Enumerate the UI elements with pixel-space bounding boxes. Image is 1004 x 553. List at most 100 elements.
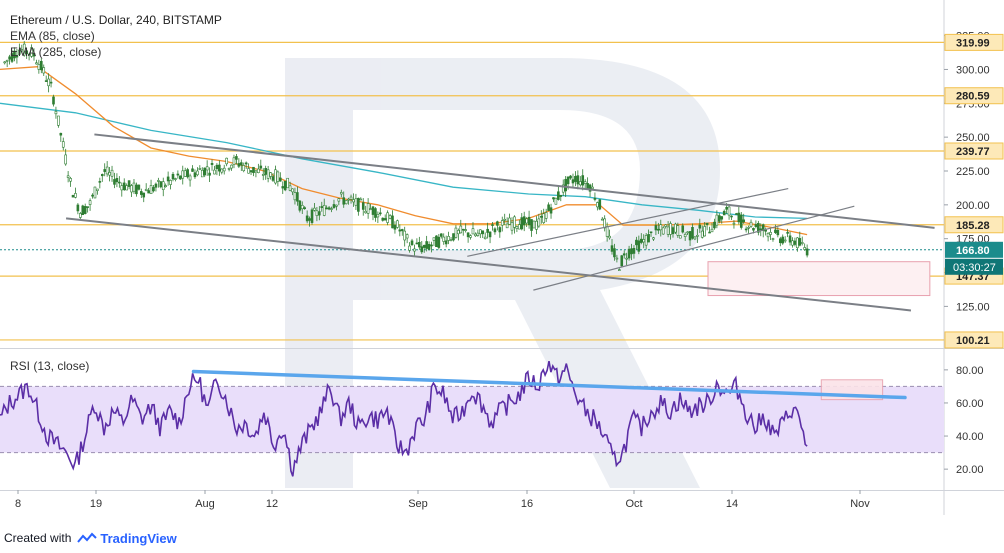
candle-body xyxy=(530,219,533,231)
candle-body xyxy=(505,223,509,229)
candle-body xyxy=(354,198,358,206)
candle-body xyxy=(149,185,153,194)
tradingview-icon xyxy=(77,532,98,543)
candle-body xyxy=(30,47,33,57)
candle-body xyxy=(64,154,67,165)
candle-body xyxy=(518,224,521,230)
candle-body xyxy=(466,232,470,238)
candle-body xyxy=(664,224,667,227)
candle-body xyxy=(593,197,597,200)
candle-body xyxy=(76,204,80,212)
rsi-title: RSI (13, close) xyxy=(10,359,90,373)
candle-body xyxy=(549,207,553,214)
candle-body xyxy=(747,227,750,229)
candle-body xyxy=(671,227,675,235)
candle-body xyxy=(352,199,355,203)
candle-body xyxy=(703,226,706,237)
candle-body xyxy=(547,204,550,211)
time-tick-label: Nov xyxy=(850,498,870,510)
price-tick-label: 125.00 xyxy=(956,301,990,313)
candle-body xyxy=(786,232,789,234)
candle-body xyxy=(369,208,372,210)
candle-body xyxy=(652,237,655,240)
candle-body xyxy=(420,246,424,253)
candle-body xyxy=(44,80,48,82)
candle-body xyxy=(571,179,575,184)
time-tick-label: 16 xyxy=(521,498,533,510)
candle-body xyxy=(359,198,363,201)
candle-body xyxy=(778,238,782,244)
candle-body xyxy=(637,240,641,252)
candle-body xyxy=(583,181,587,184)
candle-body xyxy=(366,203,370,214)
candle-body xyxy=(303,207,307,209)
candle-body xyxy=(552,197,555,200)
tradingview-logo[interactable]: TradingView xyxy=(77,531,177,546)
price-tick-label: 200.00 xyxy=(956,200,990,212)
candle-body xyxy=(410,240,414,246)
candle-body xyxy=(166,176,170,182)
candle-body xyxy=(681,225,685,233)
candle-body xyxy=(244,162,248,165)
candle-body xyxy=(127,180,131,187)
candle-body xyxy=(320,206,324,208)
candle-body xyxy=(513,216,516,228)
candle-body xyxy=(164,185,167,187)
candle-body xyxy=(669,223,672,235)
channel-line xyxy=(467,188,789,257)
candle-body xyxy=(754,224,758,227)
candle-body xyxy=(3,61,7,64)
candle-body xyxy=(120,185,124,191)
candle-body xyxy=(20,48,24,52)
candle-body xyxy=(139,191,143,195)
candle-body xyxy=(642,239,646,243)
ema285-legend: EMA (285, close) xyxy=(10,45,102,59)
candle-body xyxy=(454,227,458,238)
candle-body xyxy=(222,167,226,172)
candle-body xyxy=(644,235,648,246)
candle-body xyxy=(657,228,660,231)
candle-body xyxy=(242,165,246,172)
candle-body xyxy=(381,217,385,221)
candle-body xyxy=(725,207,728,210)
candle-body xyxy=(525,218,528,224)
candle-body xyxy=(739,214,743,228)
candle-body xyxy=(591,186,594,189)
candle-body xyxy=(727,206,731,216)
candle-body xyxy=(700,230,704,238)
candle-body xyxy=(805,248,809,256)
candle-body xyxy=(605,226,609,237)
candle-body xyxy=(179,175,182,180)
candle-body xyxy=(247,168,250,174)
candle-body xyxy=(474,233,477,237)
candle-body xyxy=(52,96,55,105)
candle-body xyxy=(332,204,336,208)
candle-body xyxy=(364,210,367,214)
candle-body xyxy=(491,224,494,226)
candle-body xyxy=(427,244,431,250)
candle-body xyxy=(730,215,733,218)
time-tick-label: 14 xyxy=(726,498,738,510)
candle-body xyxy=(422,244,426,248)
candle-body xyxy=(732,222,736,225)
candle-body xyxy=(654,225,658,231)
candle-body xyxy=(79,213,82,218)
candle-body xyxy=(503,218,506,221)
candles xyxy=(3,41,809,271)
candle-body xyxy=(432,237,436,241)
candle-body xyxy=(459,225,463,234)
candle-body xyxy=(144,188,148,191)
candle-body xyxy=(742,219,746,223)
countdown-label: 03:30:27 xyxy=(953,262,996,274)
candle-body xyxy=(666,226,670,235)
channel-line xyxy=(94,133,935,229)
candle-body xyxy=(254,170,258,173)
candle-body xyxy=(300,205,304,210)
candle-body xyxy=(413,248,416,252)
candle-body xyxy=(13,50,16,59)
candle-body xyxy=(66,175,70,178)
candle-body xyxy=(96,188,99,191)
candle-body xyxy=(393,224,397,230)
candle-body xyxy=(42,67,46,74)
candle-body xyxy=(27,53,31,56)
